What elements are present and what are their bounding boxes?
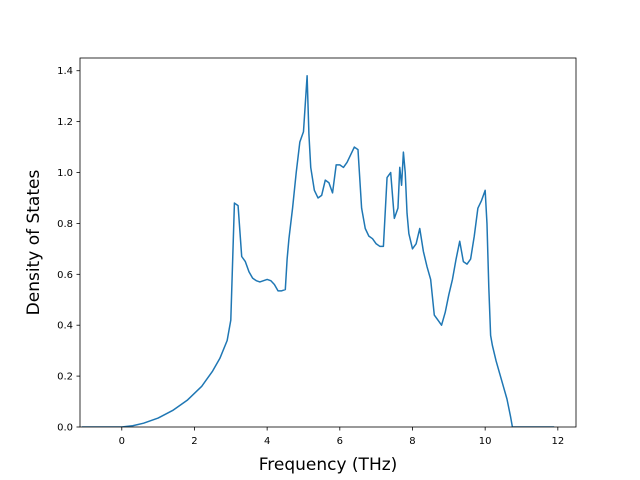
y-tick-label: 0.0 (57, 423, 73, 434)
x-tick-label: 10 (479, 436, 492, 447)
y-tick-label: 1.4 (57, 66, 73, 77)
x-tick-label: 0 (119, 436, 125, 447)
y-tick-label: 0.6 (57, 270, 73, 281)
y-tick-label: 0.8 (57, 219, 73, 230)
y-axis-label: Density of States (24, 170, 44, 316)
y-tick-label: 1.2 (57, 117, 73, 128)
plot-area (81, 75, 555, 427)
x-axis-label: Frequency (THz) (259, 455, 398, 475)
x-axis-ticks: 0 2 4 6 8 10 12 (119, 427, 564, 447)
x-tick-label: 4 (264, 436, 270, 447)
x-tick-label: 6 (337, 436, 343, 447)
x-tick-label: 8 (409, 436, 415, 447)
y-tick-label: 0.4 (57, 321, 73, 332)
y-axis-ticks: 0.0 0.2 0.4 0.6 0.8 1.0 1.2 1.4 (57, 66, 80, 434)
y-tick-label: 1.0 (57, 168, 73, 179)
dos-series-line-0 (81, 75, 555, 427)
x-tick-label: 2 (191, 436, 197, 447)
y-tick-label: 0.2 (57, 372, 73, 383)
axes-frame (79, 57, 577, 428)
x-tick-label: 12 (551, 436, 564, 447)
